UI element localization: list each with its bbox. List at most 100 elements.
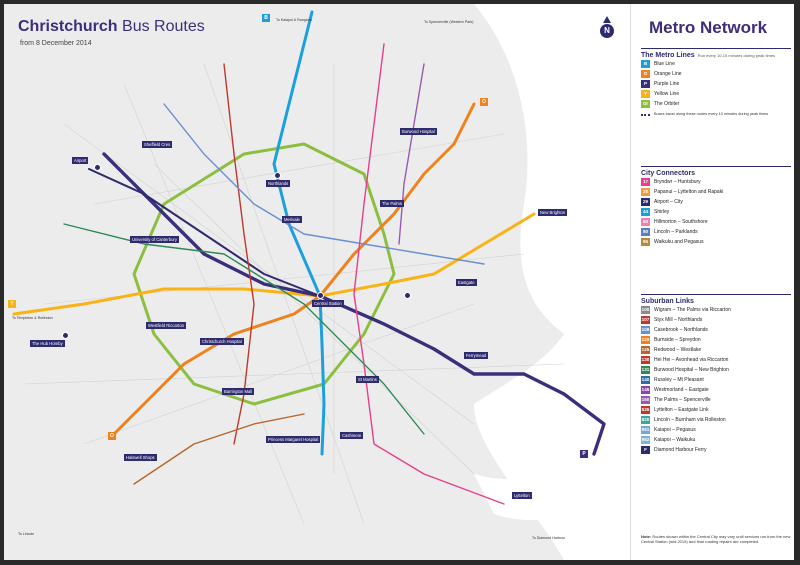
place-westfield-riccarton: Westfield Riccarton	[146, 322, 186, 329]
orange-line-terminal-south: O	[108, 432, 116, 440]
place-halswell-shops: Halswell Shops	[124, 454, 157, 461]
hub-airport	[94, 164, 101, 171]
blue-line-terminal: B	[262, 14, 270, 22]
place-lincoln: To Lincoln	[18, 532, 35, 536]
place-cashmere: Cashmere	[340, 432, 364, 439]
place-burwood-hospital: Burwood Hospital	[400, 128, 437, 135]
hub-central	[317, 292, 324, 299]
suburban-link-label: Lincoln – Burnham via Rolleston	[654, 417, 726, 423]
city-connector-label: Bryndwr – Huntsbury	[654, 179, 701, 185]
suburban-link-label: Casebrook – Northlands	[654, 327, 708, 333]
panel-title: Metro Network	[649, 18, 768, 37]
suburban-link-row: 130 Hei Hei – Avonhead via Riccarton	[641, 355, 791, 365]
suburban-link-row: 952 Kaiapoi – Waikuku	[641, 435, 791, 445]
city-connector-label: Hillmorton – Southshore	[654, 219, 708, 225]
city-connector-badge-icon: 17	[641, 178, 650, 186]
place-new-brighton: New Brighton	[538, 209, 568, 216]
metro-line-row: O Orange Line	[641, 69, 791, 79]
metro-line-label: Orange Line	[654, 71, 682, 77]
suburban-link-label: Styx Mill – Northlands	[654, 317, 703, 323]
place-university: University of Canterbury	[130, 236, 179, 243]
suburban-link-row: 108 Casebrook – Northlands	[641, 325, 791, 335]
connector-route-c	[353, 43, 505, 505]
suburban-link-row: 145 Westmorland – Eastgate	[641, 385, 791, 395]
suburban-link-badge-icon: 820	[641, 416, 650, 424]
orange-line-terminal: O	[480, 98, 488, 106]
connector-route-e	[398, 63, 425, 245]
suburban-link-badge-icon: 952	[641, 436, 650, 444]
suburban-link-badge-icon: 120	[641, 336, 650, 344]
city-connector-row: 29 Airport – City	[641, 197, 791, 207]
city-connector-row: 95 Waikuku and Pegasus	[641, 237, 791, 247]
suburban-link-label: Redwood – Westlake	[654, 347, 702, 353]
suburban-link-label: The Palms – Spencerville	[654, 397, 711, 403]
metro-line-label: Blue Line	[654, 61, 675, 67]
sea-area	[474, 4, 630, 560]
frequent-note: Buses travel along these routes every 10…	[641, 112, 791, 117]
suburban-link-badge-icon: 145	[641, 386, 650, 394]
city-connector-row: 60 Hillmorton – Southshore	[641, 217, 791, 227]
city-connector-label: Papanui – Lyttelton and Rapaki	[654, 189, 724, 195]
city-connector-label: Waikuku and Pegasus	[654, 239, 704, 245]
suburban-link-row: 140 Russley – Mt Pleasant	[641, 375, 791, 385]
suburban-link-row: 100 Wigram – The Palms via Riccarton	[641, 305, 791, 315]
hub-hornby	[62, 332, 69, 339]
purple-line-terminal: P	[580, 450, 588, 458]
place-christchurch-hospital: Christchurch Hospital	[200, 338, 244, 345]
metro-line-badge-icon: Y	[641, 90, 650, 98]
city-connector-badge-icon: 60	[641, 218, 650, 226]
suburban-links-section: Suburban Links 100 Wigram – The Palms via…	[641, 294, 791, 455]
metro-line-badge-icon: B	[641, 60, 650, 68]
city-connector-row: 28 Papanui – Lyttelton and Rapaki	[641, 187, 791, 197]
route-map: Christchurch Bus Routes from 8 December …	[4, 4, 630, 560]
suburban-link-row: 131 Burwood Hospital – New Brighton	[641, 365, 791, 375]
suburban-link-label: Kaiapoi – Pegasus	[654, 427, 696, 433]
suburban-link-row: 107 Styx Mill – Northlands	[641, 315, 791, 325]
suburban-link-badge-icon: 108	[641, 326, 650, 334]
city-connector-badge-icon: 80	[641, 228, 650, 236]
suburban-link-row: 820 Lincoln – Burnham via Rolleston	[641, 415, 791, 425]
legend-panel: Metro Network The Metro Lines Run every 1…	[630, 4, 794, 560]
metro-line-badge-icon: Or	[641, 100, 650, 108]
dotted-route-icon	[641, 114, 650, 116]
hub-northlands	[274, 172, 281, 179]
metro-line-row: Or The Orbiter	[641, 99, 791, 109]
suburban-link-row: 535 Lyttelton – Eastgate Link	[641, 405, 791, 415]
place-st-martins: St Martins	[356, 376, 379, 383]
suburban-link-row: 120 Burnside – Spreydon	[641, 335, 791, 345]
place-lyttelton: Lyttelton	[512, 492, 532, 499]
suburban-link-badge-icon: 125	[641, 346, 650, 354]
suburban-link-badge-icon: 150	[641, 396, 650, 404]
city-connector-badge-icon: 95	[641, 238, 650, 246]
north-compass-icon: N	[600, 24, 614, 38]
blue-line-route	[272, 10, 326, 456]
map-canvas	[4, 4, 630, 560]
street-grid	[23, 63, 565, 525]
suburban-link-badge-icon: F	[641, 446, 650, 454]
suburban-link-label: Burnside – Spreydon	[654, 337, 701, 343]
suburban-link-badge-icon: 131	[641, 366, 650, 374]
yellow-line-terminal: Y	[8, 300, 16, 308]
suburban-link-label: Lyttelton – Eastgate Link	[654, 407, 709, 413]
city-connectors-heading: City Connectors	[641, 166, 791, 177]
suburban-links-heading: Suburban Links	[641, 294, 791, 305]
suburban-link-label: Westmorland – Eastgate	[654, 387, 709, 393]
place-princess-margaret: Princess Margaret Hospital	[266, 436, 321, 443]
suburban-link-label: Russley – Mt Pleasant	[654, 377, 704, 383]
metro-line-badge-icon: P	[641, 80, 650, 88]
connector-route-f	[133, 413, 305, 485]
city-connector-row: 44 Shirley	[641, 207, 791, 217]
suburban-link-label: Burwood Hospital – New Brighton	[654, 367, 729, 373]
metro-line-label: Yellow Line	[654, 91, 680, 97]
purple-line-route	[102, 152, 606, 456]
airport-route	[88, 168, 321, 297]
city-connectors-list: 17 Bryndwr – Huntsbury 28 Papanui – Lyttelt…	[641, 177, 791, 247]
suburban-link-row: 125 Redwood – Westlake	[641, 345, 791, 355]
metro-line-row: P Purple Line	[641, 79, 791, 89]
place-spencerville: To Spencerville (Western Park)	[424, 20, 474, 24]
place-merivale: Merivale	[282, 216, 302, 223]
city-connector-label: Lincoln – Parklands	[654, 229, 698, 235]
place-barrington-mall: Barrington Mall	[222, 388, 255, 395]
metro-line-label: Purple Line	[654, 81, 680, 87]
suburban-links-list: 100 Wigram – The Palms via Riccarton 107 St…	[641, 305, 791, 455]
